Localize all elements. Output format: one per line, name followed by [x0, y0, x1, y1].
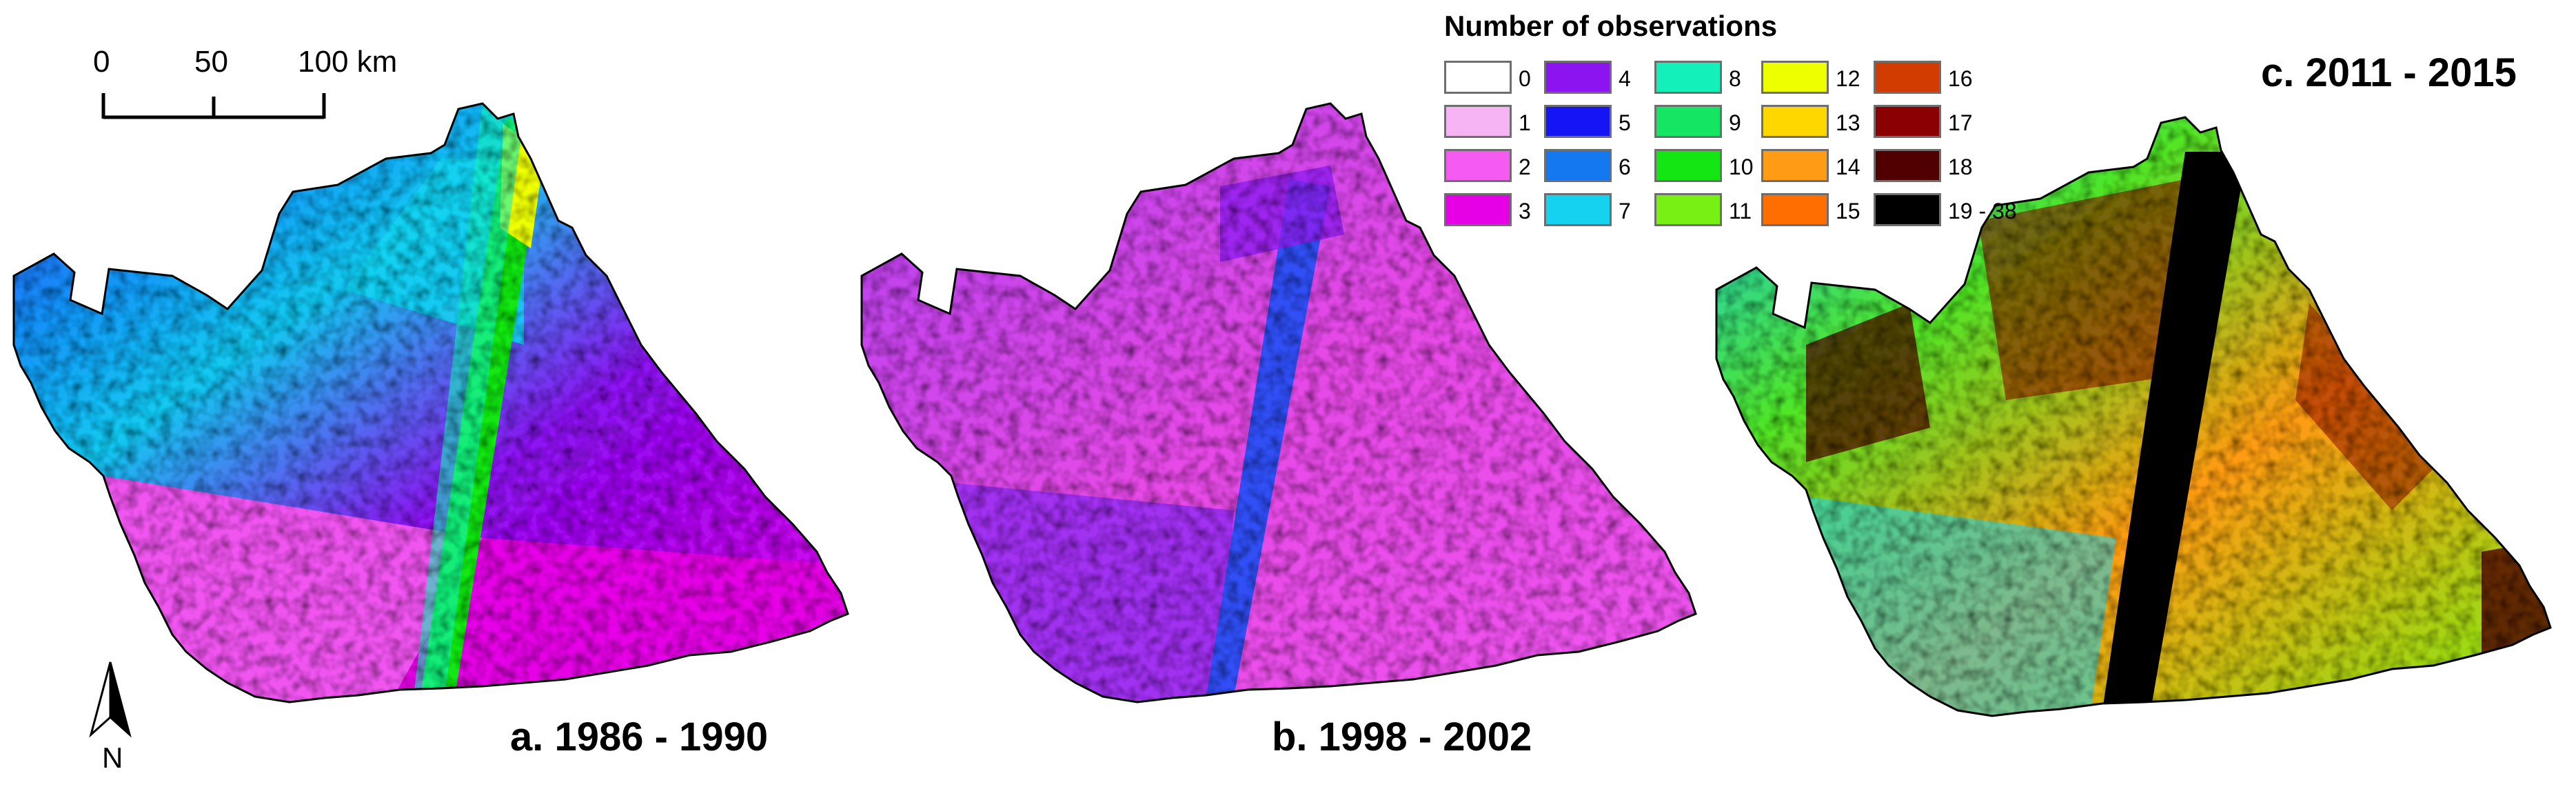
scale-bar	[101, 93, 326, 119]
legend-label: 13	[1836, 110, 1860, 135]
legend-swatch	[1654, 149, 1722, 182]
legend-swatch	[1874, 149, 1941, 182]
legend-label: 0	[1519, 66, 1531, 91]
legend-label: 6	[1619, 154, 1631, 179]
legend-swatch	[1544, 61, 1612, 94]
legend-label: 16	[1948, 66, 1973, 91]
legend-swatch	[1761, 105, 1829, 138]
legend-swatch	[1444, 149, 1512, 182]
map-panel-b	[860, 102, 1697, 704]
legend-label: 18	[1948, 154, 1973, 179]
north-label: N	[102, 741, 123, 774]
legend-swatch	[1544, 149, 1612, 182]
legend-label: 15	[1836, 199, 1860, 223]
legend-label: 7	[1619, 199, 1631, 223]
legend-label: 9	[1729, 110, 1741, 135]
legend-label: 2	[1519, 154, 1531, 179]
map-panel-c	[1715, 116, 2552, 717]
panel-title-b: b. 1998 - 2002	[1272, 715, 1532, 759]
map-panel-a	[12, 102, 849, 704]
legend-label: 5	[1619, 110, 1631, 135]
legend-swatch	[1874, 61, 1941, 94]
legend-label: 8	[1729, 66, 1741, 91]
legend-swatch	[1874, 193, 1941, 226]
scale-tick-100: 100 km	[298, 45, 398, 79]
legend-swatch	[1654, 61, 1722, 94]
scale-tick-50: 50	[194, 45, 228, 79]
scale-tick-0: 0	[93, 45, 110, 79]
legend-swatch	[1544, 193, 1612, 226]
legend-swatch	[1654, 193, 1722, 226]
legend-title: Number of observations	[1444, 10, 1778, 42]
legend-swatch	[1444, 105, 1512, 138]
north-arrow-icon	[89, 661, 132, 738]
legend-swatch	[1654, 105, 1722, 138]
legend-swatch	[1874, 105, 1941, 138]
legend-label: 11	[1729, 199, 1752, 223]
legend-label: 3	[1519, 199, 1531, 223]
panel-title-c: c. 2011 - 2015	[2261, 50, 2517, 95]
legend-label: 4	[1619, 66, 1631, 91]
legend-swatch	[1544, 105, 1612, 138]
legend-swatch	[1761, 149, 1829, 182]
legend-label: 17	[1948, 110, 1973, 135]
legend-swatch	[1761, 61, 1829, 94]
legend-swatch	[1444, 193, 1512, 226]
legend-label: 1	[1519, 110, 1531, 135]
legend-label: 10	[1729, 154, 1754, 179]
panel-title-a: a. 1986 - 1990	[510, 715, 769, 759]
legend-label: 14	[1836, 154, 1860, 179]
legend-label: 19 - 38	[1948, 199, 2017, 223]
legend-label: 12	[1836, 66, 1860, 91]
legend-swatch	[1761, 193, 1829, 226]
legend-swatch	[1444, 61, 1512, 94]
